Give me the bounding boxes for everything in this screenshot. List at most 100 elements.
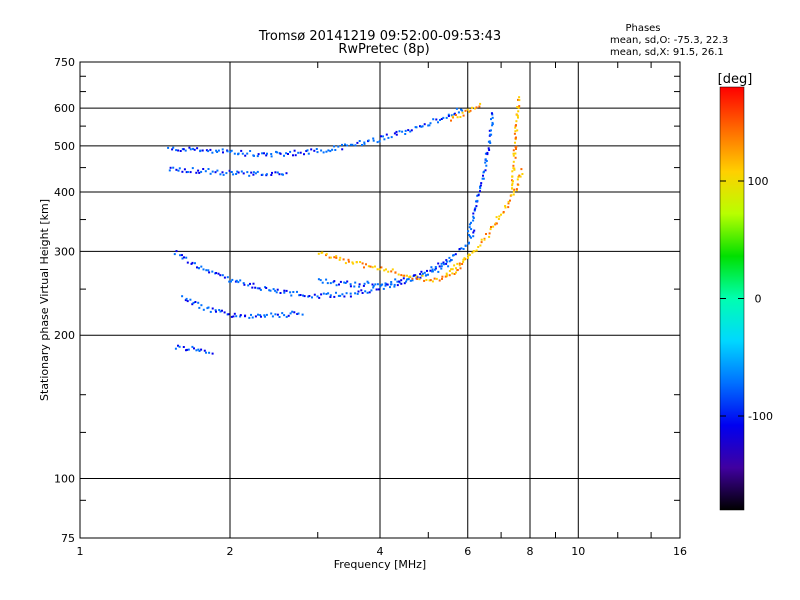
echo-point [256,155,259,158]
echo-point [361,262,364,265]
echo-point [246,171,249,174]
echo-point [394,271,397,274]
echo-point [367,265,370,268]
x-tick-label: 1 [77,545,84,558]
echo-point [514,152,517,155]
echo-point [251,286,254,289]
echo-point [462,248,465,250]
echo-point [404,129,407,132]
echo-point [520,168,523,171]
echo-point [428,279,431,282]
echo-point [174,347,177,350]
echo-point [431,270,434,273]
echo-point [468,234,470,236]
echo-point [518,96,521,99]
echo-point [185,256,188,259]
x-tick-label: 16 [673,545,687,558]
echo-point [223,311,226,314]
echo-point [484,158,487,161]
echo-point [386,283,389,286]
echo-point [204,170,207,173]
echo-point [382,287,385,290]
echo-point [294,154,297,157]
echo-point [367,281,370,284]
echo-point [239,279,242,282]
echo-point [270,153,273,155]
echo-point [205,269,208,272]
echo-point [363,141,366,144]
echo-point [425,279,428,281]
echo-point [333,145,336,148]
echo-point [221,171,224,174]
echo-point [191,303,194,306]
echo-point [462,114,465,117]
echo-point [266,152,268,155]
echo-point [274,289,277,292]
echo-point [217,272,220,275]
echo-point [361,292,364,294]
echo-point [313,293,316,296]
echo-point [327,149,330,152]
echo-point [181,254,183,257]
echo-point [517,98,519,101]
echo-point [198,171,201,174]
echo-point [360,289,363,292]
echo-point [459,116,462,118]
echo-point [225,172,228,175]
echo-point [230,171,233,173]
echo-point [265,313,268,316]
echo-point [461,109,464,112]
echo-point [233,312,236,315]
echo-point [358,285,361,288]
echo-point [192,301,195,304]
echo-point [183,168,186,171]
echo-point [517,107,520,109]
echo-point [216,151,219,153]
echo-point [467,254,470,257]
echo-point [276,288,279,291]
x-axis-ticks: 1 2 4 6 8 10 16 [77,62,687,558]
echo-point [372,285,375,287]
echo-point [349,292,352,295]
y-tick-label: 750 [54,56,75,69]
echo-point [247,284,250,287]
echo-point [356,292,359,295]
echo-point [191,261,194,264]
echo-point [237,152,240,155]
y-axis-label: Stationary phase Virtual Height [km] [38,199,51,401]
echo-point [329,294,332,297]
echo-point [303,295,306,298]
echo-point [512,190,515,193]
echo-point [403,282,406,285]
echo-point [518,105,521,108]
echo-point [168,169,171,172]
echo-point [254,286,257,289]
echo-point [320,293,323,296]
echo-point [322,292,325,295]
echo-point [448,256,451,259]
echo-point [257,153,260,156]
echo-point [349,285,352,288]
echo-point [189,148,192,151]
echo-point [307,152,310,155]
echo-point [445,260,448,263]
echo-point [440,265,443,268]
echo-point [178,167,181,170]
echo-point [353,285,356,288]
echo-point [239,314,242,317]
echo-point [474,207,477,210]
echo-point [480,238,483,241]
echo-point [354,292,357,295]
echo-point [186,171,189,173]
echo-point [192,147,194,150]
echo-point [215,149,218,152]
echo-point [335,284,338,287]
y-tick-label: 75 [61,532,75,545]
echo-point [265,287,268,289]
echo-point [283,289,286,292]
echo-point [437,262,440,265]
echo-point [317,278,320,281]
echo-point [249,150,252,152]
echo-point [407,277,410,280]
echo-point [325,150,328,153]
